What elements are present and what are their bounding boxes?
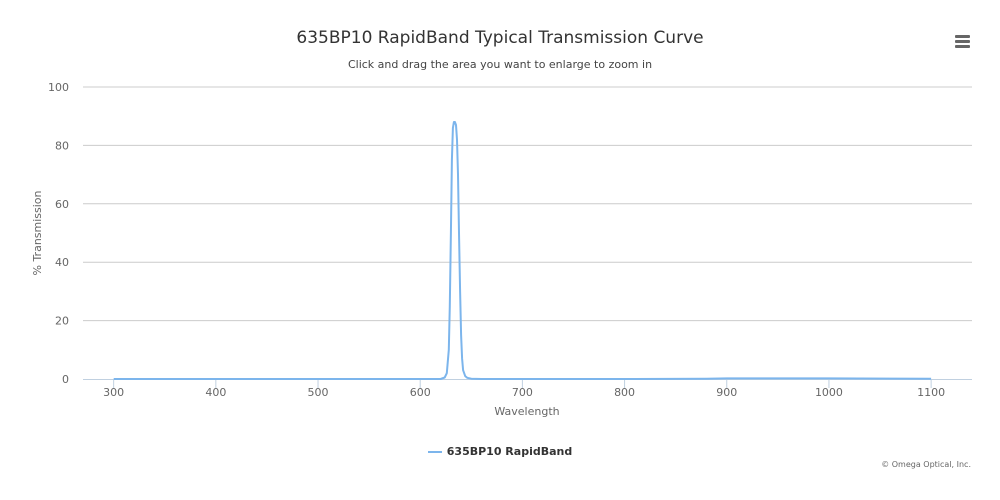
y-tick-label: 20 [55,315,69,328]
y-tick-label: 80 [55,139,69,152]
legend-item-label: 635BP10 RapidBand [446,445,573,458]
y-axis-label: % Transmission [31,190,44,275]
x-tick-label: 600 [410,386,431,399]
x-tick-label: 400 [205,386,226,399]
y-tick-label: 60 [55,198,69,211]
y-tick-label: 100 [48,81,69,94]
legend-swatch [427,451,442,453]
x-tick-label: 900 [716,386,737,399]
legend[interactable]: 635BP10 RapidBand [0,445,1000,458]
x-tick-label: 800 [614,386,635,399]
x-tick-label: 500 [308,386,329,399]
credits[interactable]: © Omega Optical, Inc. [881,460,971,469]
axes: 0 20 40 60 80 100 300 400 500 600 700 800 900 1000 110… [48,81,972,399]
x-axis-label: Wavelength [494,405,559,418]
x-tick-label: 300 [103,386,124,399]
series-layer [113,121,932,380]
series-line[interactable] [113,121,932,380]
x-tick-label: 1100 [917,386,945,399]
chart-title: 635BP10 RapidBand Typical Transmission C… [296,28,704,48]
chart-subtitle: Click and drag the area you want to enla… [347,58,653,71]
plot-area[interactable]: 0 20 40 60 80 100 300 400 500 600 700 800 900 1000 110… [0,0,1000,440]
x-tick-label: 700 [512,386,533,399]
y-tick-label: 40 [55,256,69,269]
y-tick-label: 0 [62,373,69,386]
x-tick-label: 1000 [815,386,843,399]
hamburger-menu-icon[interactable] [948,30,976,54]
grid-lines [83,86,972,322]
